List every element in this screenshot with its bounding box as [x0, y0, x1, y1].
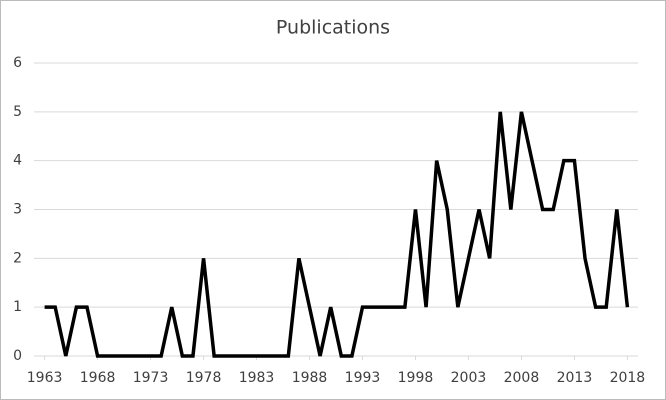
- x-tick-label: 1968: [80, 370, 116, 386]
- x-tick-label: 2018: [610, 370, 646, 386]
- x-tick-label: 1978: [186, 370, 222, 386]
- line-series: [44, 111, 630, 358]
- y-tick-label: 5: [13, 104, 22, 120]
- x-tick-label: 1973: [133, 370, 169, 386]
- chart-title: Publications: [276, 17, 390, 39]
- x-tick-label: 1988: [292, 370, 328, 386]
- y-tick-label: 4: [13, 153, 22, 169]
- x-tick-label: 1998: [398, 370, 434, 386]
- y-tick-label: 1: [13, 299, 22, 315]
- y-tick-label: 6: [13, 55, 22, 71]
- y-tick-label: 0: [13, 348, 22, 364]
- x-tick-label: 1993: [345, 370, 381, 386]
- x-tick-label: 1963: [27, 370, 63, 386]
- x-tick-label: 1983: [239, 370, 275, 386]
- x-tick-label: 2003: [451, 370, 487, 386]
- x-tick-label: 2008: [504, 370, 540, 386]
- y-tick-label: 3: [13, 202, 22, 218]
- y-tick-label: 2: [13, 250, 22, 266]
- x-tick-label: 2013: [557, 370, 593, 386]
